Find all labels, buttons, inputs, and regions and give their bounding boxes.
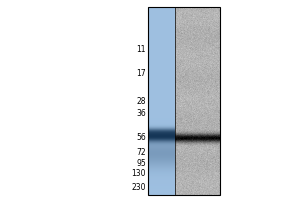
Bar [148, 7, 220, 195]
Text: 95: 95 [136, 159, 146, 168]
Text: 17: 17 [136, 69, 146, 78]
Text: 230: 230 [131, 183, 146, 192]
Text: 130: 130 [131, 169, 146, 178]
Text: 36: 36 [136, 109, 146, 118]
Text: 11: 11 [136, 45, 146, 54]
Text: 56: 56 [136, 133, 146, 142]
Text: 72: 72 [136, 148, 146, 157]
Text: 28: 28 [136, 97, 146, 106]
